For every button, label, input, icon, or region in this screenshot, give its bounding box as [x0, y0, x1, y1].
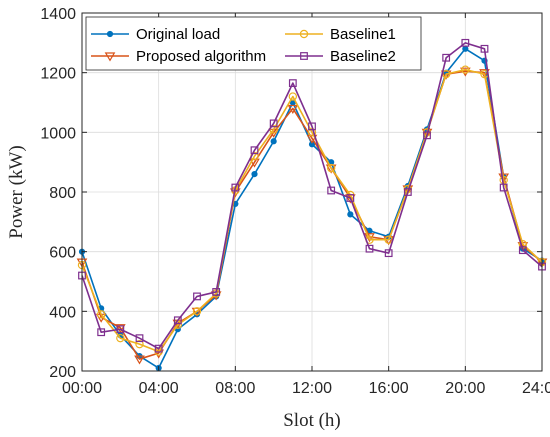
data-point [442, 53, 451, 62]
data-point [173, 316, 182, 325]
data-point [364, 233, 375, 243]
y-tick-label: 1200 [40, 66, 76, 83]
x-tick-label: 16:00 [369, 380, 409, 397]
data-point [423, 131, 431, 140]
legend-entry: Baseline1 [285, 26, 396, 43]
data-point [97, 328, 106, 337]
data-point [193, 292, 201, 301]
legend-box [85, 16, 422, 71]
legend-marker [104, 52, 116, 62]
data-point [231, 183, 240, 192]
data-point [403, 188, 412, 196]
data-point [153, 349, 165, 359]
legend-label: Proposed algorithm [136, 48, 266, 65]
legend-label: Baseline1 [330, 26, 396, 43]
y-tick-label: 800 [49, 185, 76, 202]
data-point [96, 310, 106, 319]
data-point [192, 307, 202, 316]
legend-entry: Baseline2 [285, 48, 396, 65]
data-point [116, 325, 125, 334]
data-point [499, 183, 508, 192]
legend-label: Original load [136, 26, 220, 43]
data-point [135, 339, 144, 349]
data-point [347, 211, 354, 218]
data-point [480, 44, 489, 53]
legend: Original load Proposed algorithm Baseline1… [85, 16, 422, 71]
data-point [327, 186, 336, 195]
x-tick-label: 04:00 [139, 380, 179, 397]
data-point [461, 38, 470, 47]
data-point [461, 65, 470, 74]
x-tick-label: 24:00 [522, 380, 550, 397]
data-point [135, 334, 144, 343]
data-point [326, 163, 336, 173]
data-point [384, 249, 393, 258]
y-tick-label: 600 [49, 245, 76, 262]
series-line [81, 70, 543, 360]
data-point [134, 355, 145, 365]
legend-entry: Proposed algorithm [91, 48, 266, 65]
legend-entry: Original load [91, 26, 220, 43]
data-point [518, 246, 527, 255]
data-point [116, 333, 125, 343]
x-tick-label: 00:00 [62, 380, 102, 397]
data-point [462, 45, 469, 52]
legend-marker [299, 29, 309, 39]
series-1 [76, 67, 548, 365]
data-point [270, 138, 277, 145]
data-point [308, 122, 316, 131]
data-point [288, 79, 297, 88]
data-point [269, 119, 278, 128]
data-point [250, 146, 259, 155]
series-line [81, 42, 543, 350]
data-point [212, 288, 221, 296]
data-point [346, 194, 355, 202]
data-point [306, 134, 318, 144]
series-layer [76, 38, 548, 372]
data-point [459, 67, 471, 77]
data-point [365, 244, 374, 253]
x-tick-label: 08:00 [215, 380, 255, 397]
y-tick-label: 400 [49, 304, 76, 321]
legend-marker [106, 30, 114, 38]
y-tick-label: 1400 [40, 6, 76, 23]
data-point [287, 104, 299, 114]
x-tick-label: 12:00 [292, 380, 332, 397]
data-point [154, 344, 163, 353]
y-axis-title: Power (kW) [6, 145, 27, 238]
legend-marker [300, 52, 308, 60]
data-point [114, 324, 126, 334]
data-point [288, 92, 298, 101]
legend-label: Baseline2 [330, 48, 396, 65]
tick-layer: 00:00 04:00 08:00 12:00 16:00 20:00 24:00 200 40… [40, 6, 550, 397]
data-point [249, 158, 260, 168]
y-tick-label: 1000 [40, 125, 76, 142]
x-tick-label: 20:00 [445, 380, 485, 397]
x-axis-title: Slot (h) [283, 410, 341, 431]
y-tick-label: 200 [49, 364, 76, 381]
data-point [251, 171, 258, 178]
